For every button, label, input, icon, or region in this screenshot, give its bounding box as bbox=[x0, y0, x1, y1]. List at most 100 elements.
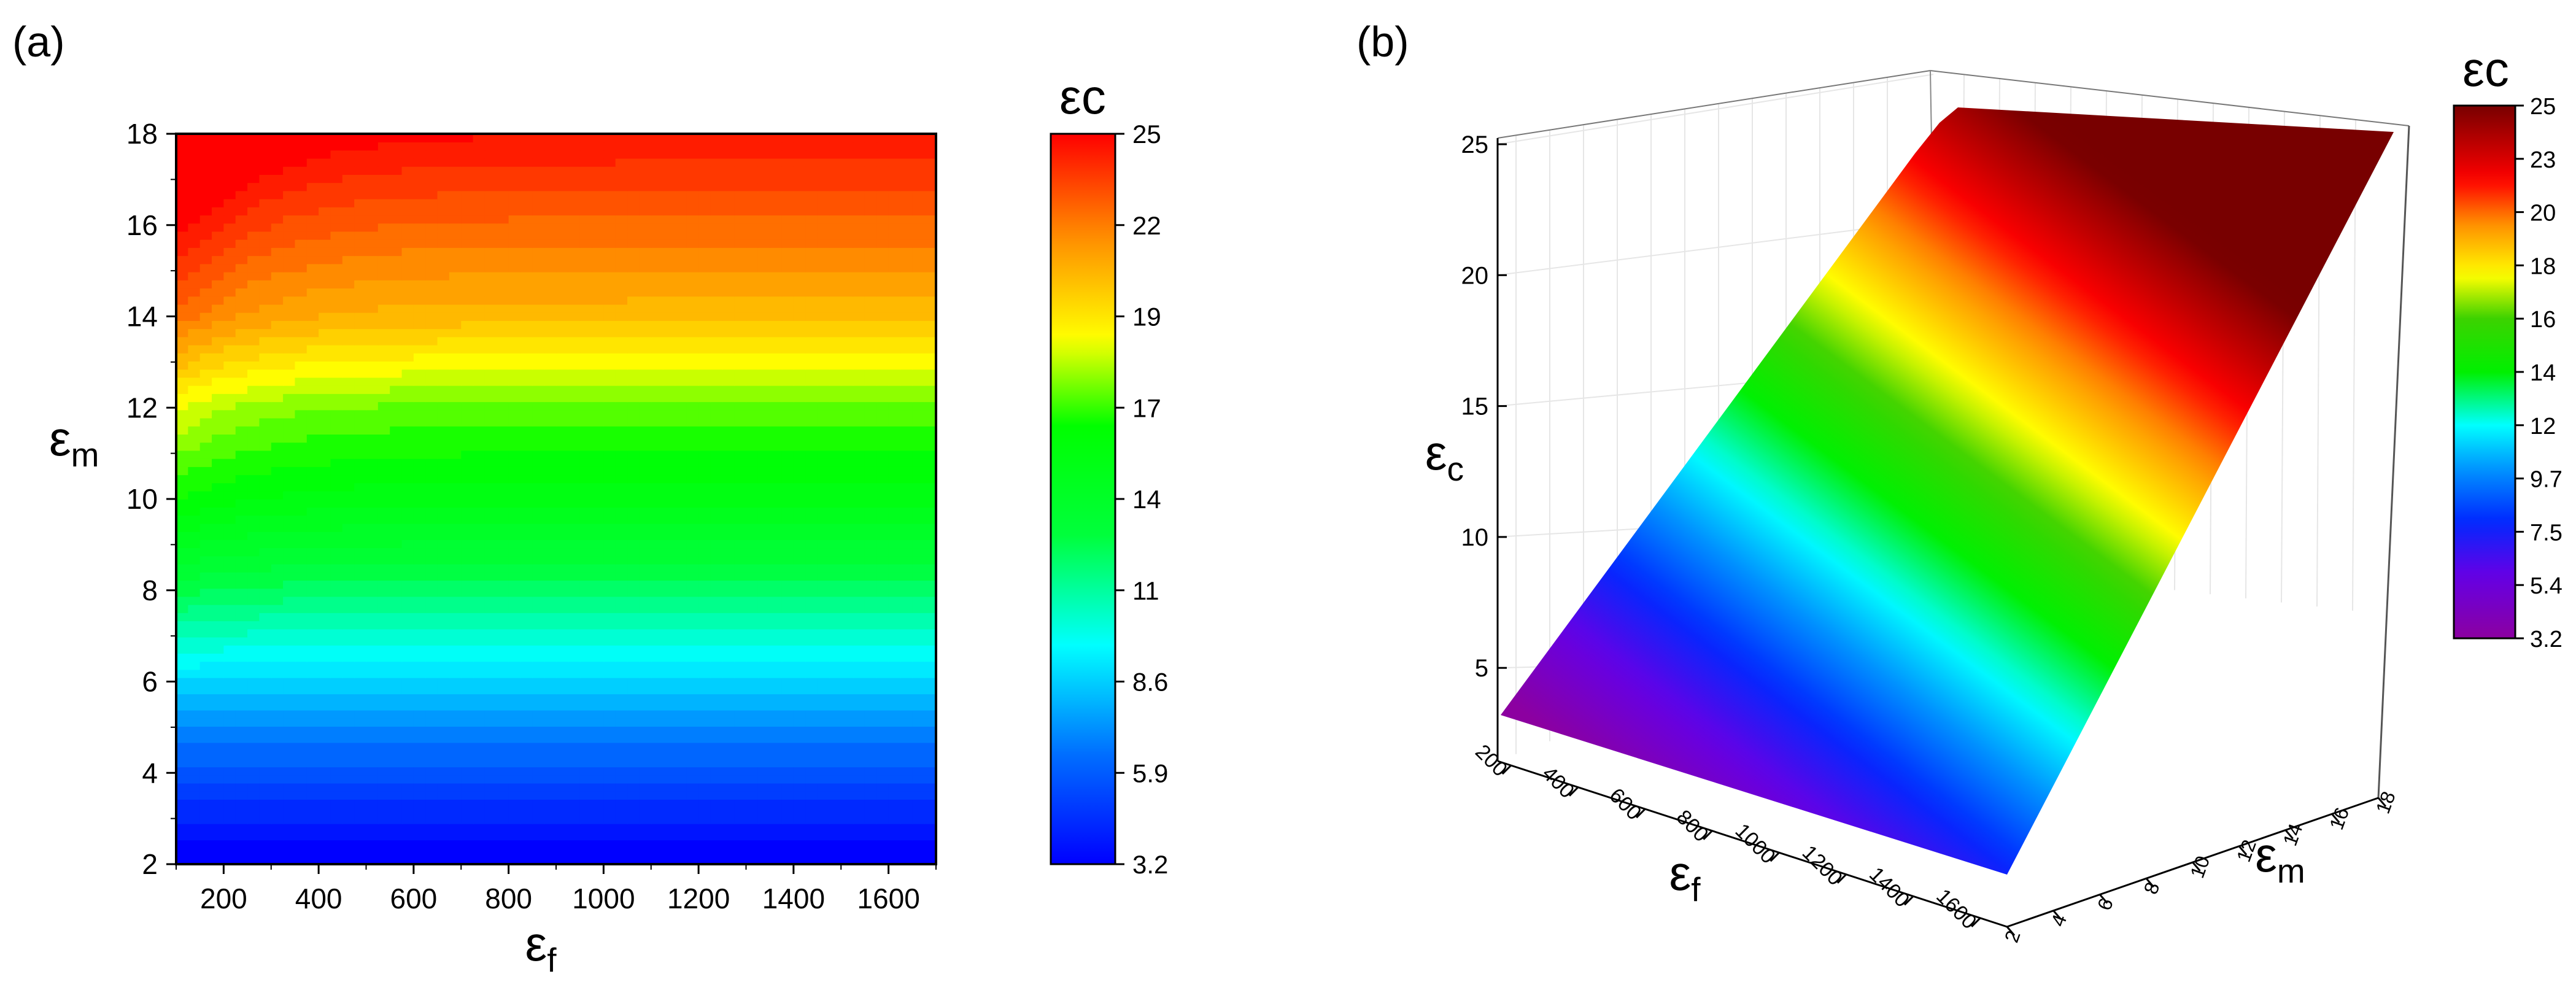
contour-cell bbox=[366, 628, 379, 638]
contour-cell bbox=[734, 458, 747, 467]
contour-cell bbox=[627, 572, 640, 581]
contour-cell bbox=[532, 742, 545, 751]
contour-cell bbox=[805, 304, 818, 313]
contour-cell bbox=[425, 442, 438, 451]
contour-cell bbox=[615, 759, 628, 768]
contour-cell bbox=[841, 628, 854, 638]
contour-cell bbox=[710, 231, 723, 240]
contour-cell bbox=[354, 613, 367, 622]
contour-cell bbox=[401, 515, 414, 524]
contour-cell bbox=[199, 815, 212, 824]
contour-cell bbox=[734, 791, 747, 800]
contour-cell bbox=[366, 393, 379, 403]
contour-cell bbox=[568, 434, 581, 443]
contour-cell bbox=[413, 482, 427, 492]
contour-cell bbox=[223, 783, 236, 792]
contour-cell bbox=[354, 815, 367, 824]
contour-cell bbox=[864, 694, 878, 703]
contour-cell bbox=[319, 669, 331, 678]
contour-cell bbox=[212, 361, 225, 370]
contour-cell bbox=[579, 288, 592, 297]
contour-cell bbox=[615, 694, 628, 703]
contour-cell bbox=[675, 840, 687, 849]
contour-cell bbox=[223, 645, 236, 654]
contour-cell bbox=[876, 604, 889, 613]
contour-cell bbox=[176, 783, 189, 792]
contour-cell bbox=[710, 807, 723, 816]
contour-cell bbox=[461, 466, 474, 476]
contour-cell bbox=[698, 328, 711, 338]
contour-cell bbox=[295, 547, 307, 557]
contour-cell bbox=[556, 426, 569, 435]
contour-cell bbox=[342, 677, 355, 686]
contour-cell bbox=[770, 775, 783, 784]
contour-cell bbox=[212, 791, 225, 800]
contour-cell bbox=[199, 434, 212, 443]
contour-cell bbox=[354, 271, 367, 280]
contour-cell bbox=[686, 312, 699, 321]
contour-cell bbox=[900, 669, 913, 678]
contour-cell bbox=[817, 694, 830, 703]
contour-cell bbox=[698, 840, 711, 849]
contour-cell bbox=[212, 474, 225, 484]
contour-cell bbox=[663, 596, 676, 605]
contour-cell bbox=[888, 450, 901, 459]
contour-cell bbox=[520, 369, 533, 378]
contour-cell bbox=[651, 621, 663, 630]
contour-cell bbox=[401, 239, 414, 248]
contour-cell bbox=[223, 563, 236, 573]
contour-cell bbox=[377, 807, 390, 816]
contour-cell bbox=[651, 377, 663, 386]
contour-cell bbox=[544, 344, 557, 354]
contour-cell bbox=[888, 702, 901, 711]
contour-cell bbox=[698, 547, 711, 557]
contour-cell bbox=[413, 296, 427, 305]
contour-cell bbox=[354, 385, 367, 394]
contour-cell bbox=[484, 702, 498, 711]
contour-cell bbox=[188, 677, 201, 686]
contour-cell bbox=[924, 775, 936, 784]
contour-cell bbox=[781, 369, 794, 378]
contour-cell bbox=[188, 832, 201, 841]
contour-cell bbox=[675, 832, 687, 841]
contour-cell bbox=[449, 304, 462, 313]
contour-cell bbox=[497, 742, 509, 751]
contour-cell bbox=[461, 694, 474, 703]
contour-cell bbox=[437, 588, 450, 597]
contour-cell bbox=[390, 807, 403, 816]
contour-cell bbox=[484, 677, 498, 686]
contour-cell bbox=[757, 304, 770, 313]
contour-cell bbox=[259, 450, 272, 459]
contour-cell bbox=[247, 523, 260, 532]
contour-cell bbox=[212, 466, 225, 476]
contour-cell bbox=[734, 539, 747, 549]
contour-cell bbox=[425, 563, 438, 573]
contour-cell bbox=[793, 523, 806, 532]
contour-cell bbox=[532, 613, 545, 622]
contour-cell bbox=[271, 296, 284, 305]
contour-cell bbox=[592, 750, 605, 759]
contour-cell bbox=[757, 353, 770, 362]
contour-cell bbox=[283, 393, 296, 403]
contour-cell bbox=[401, 702, 414, 711]
contour-cell bbox=[390, 539, 403, 549]
contour-cell bbox=[568, 271, 581, 280]
contour-cell bbox=[829, 393, 842, 403]
contour-cell bbox=[330, 442, 343, 451]
contour-cell bbox=[603, 539, 616, 549]
contour-cell bbox=[853, 369, 865, 378]
contour-cell bbox=[746, 539, 759, 549]
contour-cell bbox=[437, 499, 450, 508]
contour-cell bbox=[425, 815, 438, 824]
contour-cell bbox=[603, 474, 616, 484]
contour-cell bbox=[247, 499, 260, 508]
contour-cell bbox=[710, 702, 723, 711]
contour-cell bbox=[888, 377, 901, 386]
contour-cell bbox=[532, 353, 545, 362]
contour-cell bbox=[319, 531, 331, 540]
contour-cell bbox=[342, 653, 355, 662]
contour-cell bbox=[757, 263, 770, 273]
contour-cell bbox=[366, 807, 379, 816]
contour-cell bbox=[330, 645, 343, 654]
contour-cell bbox=[354, 344, 367, 354]
